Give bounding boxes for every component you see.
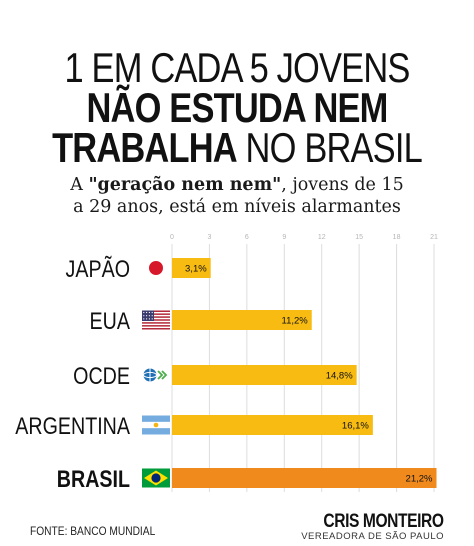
x-tick-label: 6 [245,234,249,241]
bar [172,415,373,435]
category-label: ARGENTINA [15,412,130,439]
brand-name: CRIS MONTEIRO [323,511,445,532]
data-label: 16,1% [342,421,369,432]
headline: 1 EM CADA 5 JOVENS NÃO ESTUDA NEM TRABAL… [0,44,474,169]
source-note: FONTE: BANCO MUNDIAL [30,524,156,538]
usa-flag-icon [142,310,170,330]
category-label: JAPÃO [65,255,130,282]
category-label: OCDE [73,362,130,389]
bar [172,468,437,488]
subtitle-line-2: a 29 anos, está em níveis alarmantes [73,197,401,217]
bar [172,310,312,330]
bar [172,258,211,278]
x-tick-label: 12 [318,234,326,241]
x-tick-label: 18 [393,234,401,241]
subtitle-pre: A [70,175,89,195]
oecd-logo-icon [143,368,168,382]
x-tick-label: 3 [207,234,211,241]
x-tick-label: 9 [282,234,286,241]
data-label: 14,8% [326,371,353,382]
data-label: 3,1% [185,264,207,275]
bar [172,365,357,385]
category-label: BRASIL [57,465,130,492]
headline-line-1: 1 EM CADA 5 JOVENS [64,44,410,91]
headline-line-3-bold: TRABALHA [52,124,238,171]
brand-subtitle: VEREADORA DE SÃO PAULO [301,531,444,542]
headline-line-2: NÃO ESTUDA NEM [86,84,388,131]
subtitle-post: , jovens de 15 [281,175,404,195]
data-label: 21,2% [406,474,433,485]
x-tick-label: 15 [355,234,363,241]
subtitle: A "geração nem nem", jovens de 15 a 29 a… [0,174,474,218]
x-tick-label: 0 [170,234,174,241]
data-label: 11,2% [281,316,308,327]
brazil-flag-icon [142,468,170,488]
headline-line-3-light: NO BRASIL [236,124,423,171]
brand-logo: CRIS MONTEIRO VEREADORA DE SÃO PAULO [297,512,444,542]
japan-flag-icon [149,261,163,275]
argentina-flag-icon [142,415,170,435]
x-tick-label: 21 [430,234,438,241]
subtitle-emphasis: "geração nem nem" [88,175,282,195]
headline-line-3: TRABALHA NO BRASIL [43,127,432,169]
category-label: EUA [90,307,131,334]
